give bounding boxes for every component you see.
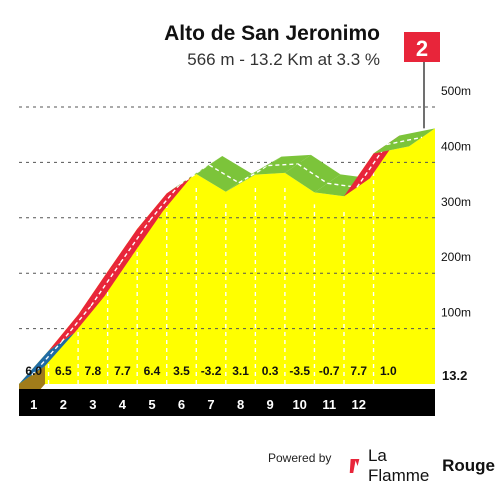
y-tick-label: 400m <box>441 139 471 153</box>
gradient-label: -3.5 <box>289 364 310 378</box>
brand-name-rouge: Rouge <box>442 456 495 475</box>
chart-title: Alto de San Jeronimo <box>164 22 380 45</box>
gradient-segment <box>107 210 164 272</box>
segment-center-line <box>90 262 122 307</box>
y-tick-label: 100m <box>441 306 471 320</box>
gradient-label: 6.0 <box>25 364 42 378</box>
gradient-label: 7.8 <box>85 364 102 378</box>
gradient-label: -3.2 <box>201 364 222 378</box>
y-tick-label: 200m <box>441 250 471 264</box>
x-tick-label: 12 <box>352 397 366 412</box>
category-badge-label: 2 <box>416 36 428 61</box>
gradient-label: 1.0 <box>380 364 397 378</box>
segment-center-line <box>386 136 423 146</box>
x-tick-label: 3 <box>89 397 96 412</box>
segment-center-line <box>208 164 240 184</box>
gradient-segment <box>78 253 134 315</box>
segment-center-line <box>238 164 269 184</box>
x-tick-label: 9 <box>267 397 274 412</box>
gradient-label: -0.7 <box>319 364 340 378</box>
flame-logo-icon <box>349 459 360 473</box>
gradient-label: 7.7 <box>114 364 131 378</box>
segment-center-line <box>297 163 328 184</box>
gradient-band-layer: 2 <box>19 32 440 384</box>
x-tick-label: 2 <box>60 397 67 412</box>
segment-center-line <box>61 305 92 343</box>
base-layer <box>19 389 435 416</box>
gradient-label: 3.5 <box>173 364 190 378</box>
x-tick-label: 4 <box>119 397 127 412</box>
gradient-segment <box>373 128 435 154</box>
x-tick-label: 11 <box>322 397 336 412</box>
gradient-label: 7.7 <box>350 364 367 378</box>
x-tick-label: 6 <box>178 397 185 412</box>
y-tick-label: 500m <box>441 84 471 98</box>
gradient-label: 0.3 <box>262 364 279 378</box>
y-tick-label: 300m <box>441 195 471 209</box>
segment-center-line <box>179 164 210 186</box>
base-strip <box>19 389 435 416</box>
grid-layer <box>19 106 435 384</box>
powered-by-text: Powered by <box>268 451 332 465</box>
profile-fill <box>19 128 435 384</box>
x-tick-label: 10 <box>292 397 306 412</box>
chart-subtitle: 566 m - 13.2 Km at 3.3 % <box>187 50 380 69</box>
x-tick-label: 7 <box>207 397 214 412</box>
segment-center-line <box>31 341 63 376</box>
brand-name-la: La Flamme <box>367 446 430 485</box>
gradient-label: 3.1 <box>232 364 249 378</box>
segment-center-line <box>120 219 151 263</box>
brand-logo: La Flamme Rouge <box>348 446 495 486</box>
x-end-label: 13.2 <box>442 368 467 383</box>
x-tick-label: 1 <box>30 397 37 412</box>
x-tick-label: 5 <box>148 397 155 412</box>
segment-center-line <box>149 183 181 221</box>
x-tick-label: 8 <box>237 397 244 412</box>
segment-center-line <box>268 163 298 167</box>
category-flag <box>404 32 440 62</box>
gradient-label: 6.4 <box>144 364 161 378</box>
gradient-label: 6.5 <box>55 364 72 378</box>
